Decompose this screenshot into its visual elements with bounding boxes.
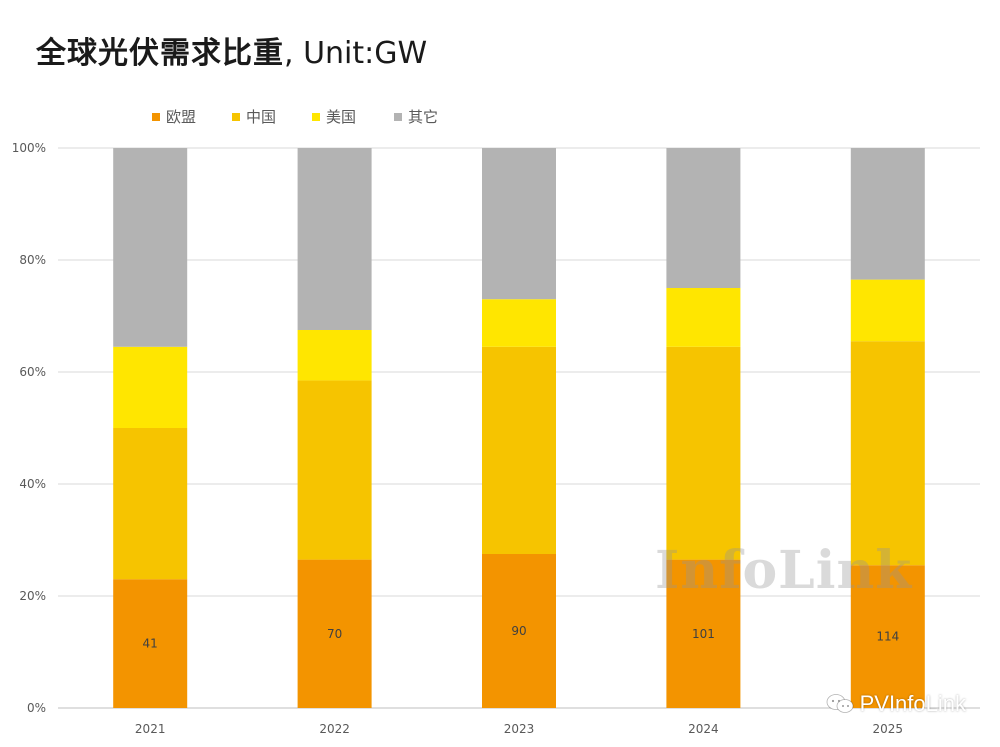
y-tick-label: 0% — [27, 701, 46, 715]
data-label: 101 — [692, 627, 715, 641]
x-tick-label: 2023 — [504, 722, 535, 736]
data-label: 70 — [327, 627, 342, 641]
infolink-watermark: InfoLink — [655, 540, 913, 601]
bar-segment — [666, 559, 741, 708]
bar-segment — [297, 330, 372, 381]
chart-title: 全球光伏需求比重, Unit:GW — [36, 28, 427, 72]
legend-swatch — [312, 113, 320, 121]
y-tick-label: 60% — [19, 365, 46, 379]
bar-segment — [482, 554, 556, 708]
legend: 欧盟 中国 美国 其它 — [152, 108, 438, 126]
brand-name: PVInfoLink — [859, 691, 966, 716]
x-tick-label: 2022 — [319, 722, 350, 736]
legend-label: 其它 — [408, 108, 438, 126]
y-tick-label: 20% — [19, 589, 46, 603]
y-tick-label: 80% — [19, 253, 46, 267]
brand-watermark: PVInfoLink — [826, 691, 966, 717]
legend-label: 欧盟 — [166, 108, 196, 126]
chart-title-cn: 全球光伏需求比重 — [36, 36, 284, 71]
bar-segment — [482, 299, 556, 347]
data-label: 114 — [876, 630, 899, 644]
bar-segment — [666, 288, 741, 347]
bar-segment — [850, 341, 925, 566]
legend-swatch — [394, 113, 402, 121]
bar-segment — [113, 346, 188, 428]
chat-bubble-icon — [826, 694, 853, 713]
y-tick-label: 100% — [12, 141, 46, 155]
bar-segment — [297, 559, 372, 708]
bar-segment — [666, 346, 741, 560]
bar-segment — [297, 148, 372, 330]
y-axis: 0% 20% 40% 60% 80% 100% — [12, 141, 46, 715]
x-tick-label: 2024 — [688, 722, 719, 736]
x-axis: 2021 2022 2023 2024 2025 — [135, 722, 903, 736]
bars: 41 70 90 101 114 — [113, 148, 925, 708]
y-tick-label: 40% — [19, 477, 46, 491]
bar-segment — [850, 148, 925, 280]
legend-swatch — [152, 113, 160, 121]
bar-segment — [482, 148, 556, 300]
bar-segment — [666, 148, 741, 288]
legend-swatch — [232, 113, 240, 121]
bar-segment — [113, 579, 188, 708]
bar-segment — [482, 346, 556, 554]
bar-segment — [850, 279, 925, 342]
data-label: 41 — [143, 637, 158, 651]
bar-segment — [113, 148, 188, 347]
x-tick-label: 2021 — [135, 722, 166, 736]
x-tick-label: 2025 — [873, 722, 904, 736]
bar-segment — [850, 565, 925, 708]
bar-segment — [297, 380, 372, 560]
legend-label: 美国 — [326, 108, 356, 126]
legend-label: 中国 — [246, 108, 276, 126]
data-label: 90 — [511, 624, 526, 638]
chart-title-unit: , Unit:GW — [284, 36, 428, 71]
bar-segment — [113, 428, 188, 580]
